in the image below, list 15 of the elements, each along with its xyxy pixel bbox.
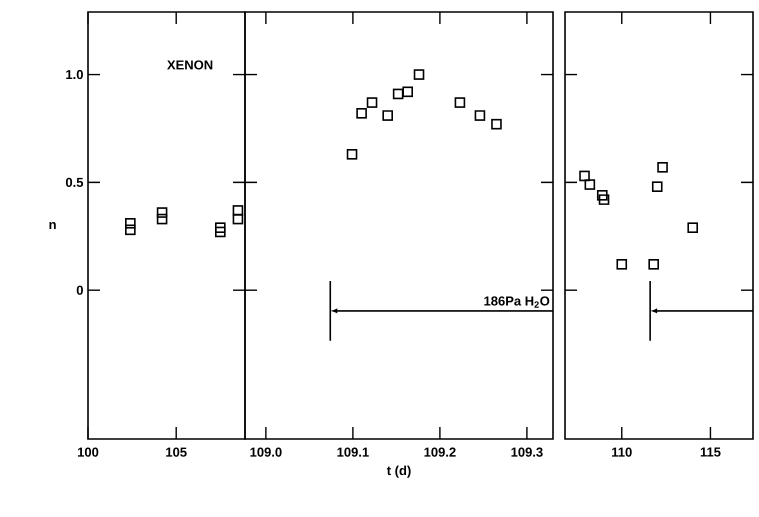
y-tick-label: 1.0 [66, 70, 83, 80]
ref-line-label: 186Pa H$_{2}$O [484, 296, 550, 308]
y-tick-label: 0.5 [66, 178, 84, 187]
x-tick-label: 109.1 [337, 448, 369, 457]
x-tick-label: 100 [78, 448, 98, 457]
x-axis-title: t (d) [386, 466, 411, 478]
text: XENON [167, 60, 212, 70]
y-axis-title: n [49, 222, 56, 229]
x-tick-label: 109.0 [250, 448, 282, 457]
x-tick-label: 109.3 [511, 448, 543, 457]
x-tick-label: 109.2 [424, 448, 456, 457]
x-tick-label: 115 [700, 448, 721, 457]
y-tick-label: 0 [76, 286, 83, 295]
x-tick-label: 110 [612, 448, 632, 457]
x-tick-label: 105 [166, 448, 187, 457]
